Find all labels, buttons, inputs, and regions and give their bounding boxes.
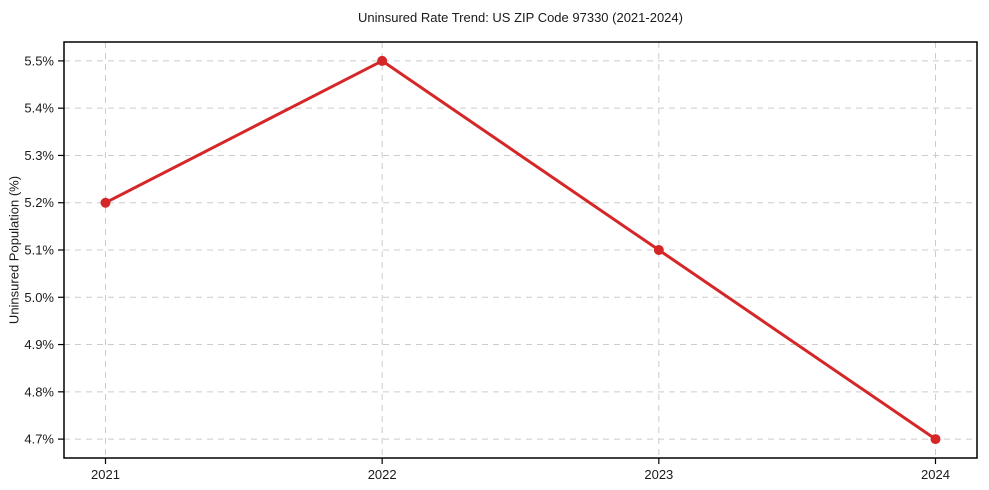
data-point xyxy=(377,55,388,66)
y-tick-label: 4.7% xyxy=(24,432,54,447)
y-tick-label: 5.3% xyxy=(24,148,54,163)
x-tick-label: 2023 xyxy=(644,467,673,482)
data-point xyxy=(100,197,111,208)
y-tick-label: 4.9% xyxy=(24,337,54,352)
y-tick-label: 5.2% xyxy=(24,195,54,210)
x-tick-label: 2021 xyxy=(91,467,120,482)
chart-title: Uninsured Rate Trend: US ZIP Code 97330 … xyxy=(358,10,683,25)
trend-line xyxy=(104,59,937,441)
data-point xyxy=(653,245,664,255)
y-tick-label: 5.1% xyxy=(24,243,54,258)
y-tick-label: 4.8% xyxy=(24,384,54,399)
x-tick-label: 2022 xyxy=(368,467,397,482)
y-tick-label: 5.4% xyxy=(24,101,54,116)
data-point xyxy=(930,434,941,445)
y-tick-label: 5.5% xyxy=(24,53,54,68)
y-axis-label: Uninsured Population (%) xyxy=(6,175,22,325)
y-tick-label: 5.0% xyxy=(24,290,54,305)
x-tick-label: 2024 xyxy=(921,467,950,482)
